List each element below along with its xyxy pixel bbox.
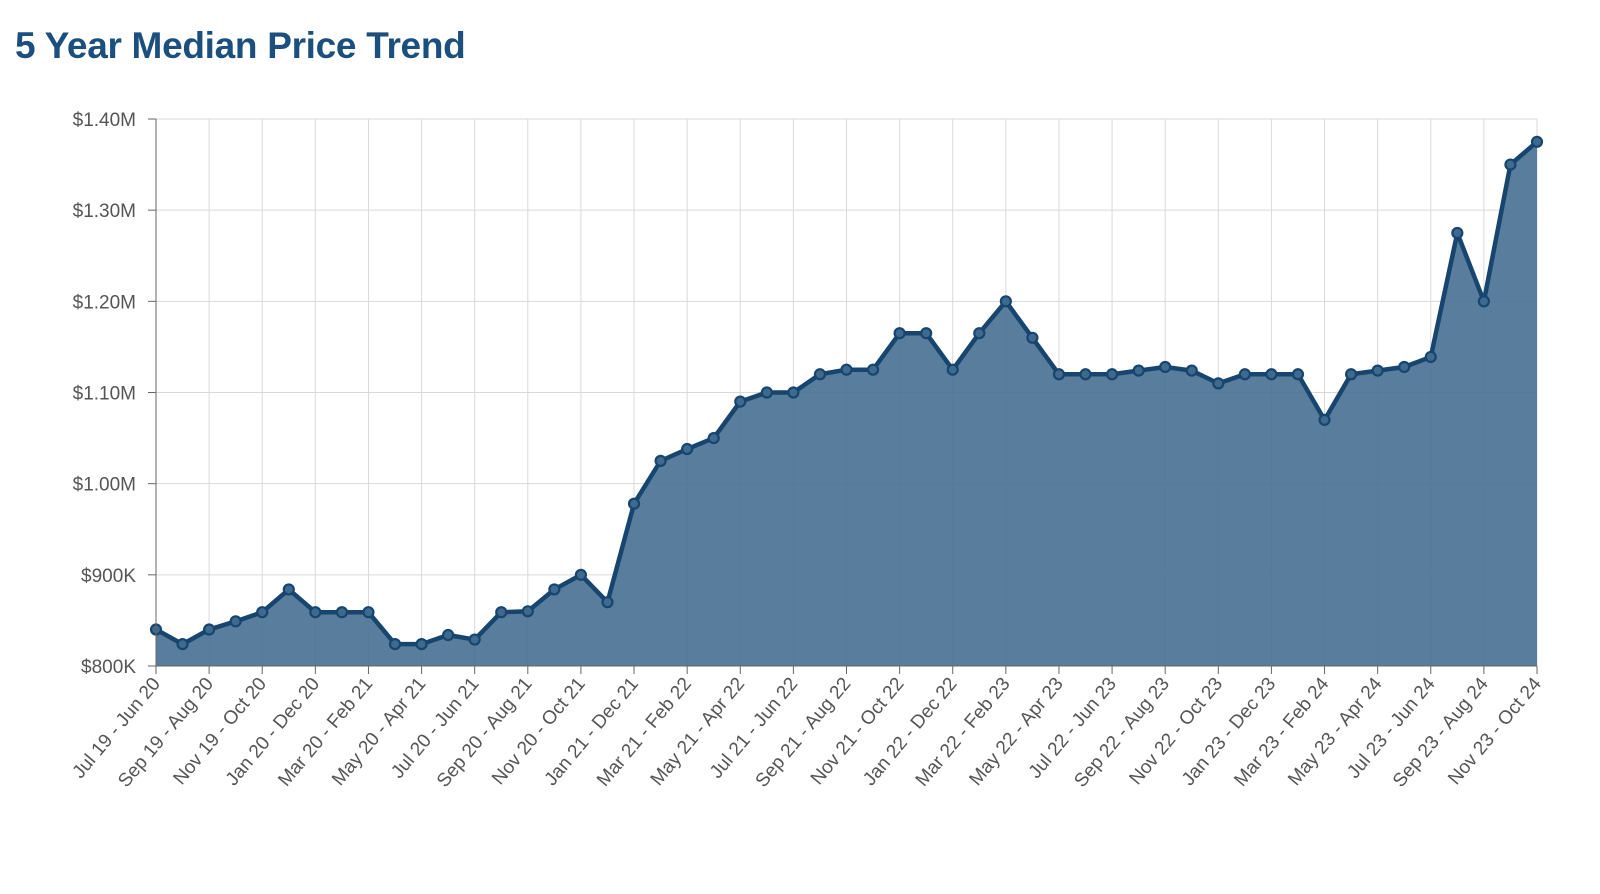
data-point: [1052, 368, 1066, 381]
data-point: [1291, 368, 1305, 381]
y-tick-label: $900K: [81, 566, 136, 587]
data-point: [335, 606, 349, 619]
x-tick-label: Jan 20 - Dec 20: [222, 674, 324, 790]
y-tick-label: $1.40M: [73, 110, 136, 131]
x-tick-label: Nov 21 - Oct 22: [807, 674, 909, 789]
data-point: [1026, 331, 1039, 344]
x-tick-label: Nov 22 - Oct 23: [1126, 674, 1228, 789]
data-point: [282, 583, 295, 596]
data-point: [1265, 368, 1278, 381]
data-point: [548, 583, 561, 596]
data-point: [601, 596, 614, 609]
y-tick-label: $1.10M: [73, 384, 136, 405]
data-point: [521, 605, 534, 618]
data-point: [787, 386, 800, 399]
x-tick-label: Sep 21 - Aug 22: [752, 674, 856, 792]
x-tick-label: Sep 22 - Aug 23: [1070, 674, 1174, 792]
page-title: 5 Year Median Price Trend: [15, 25, 466, 66]
series-area: [156, 141, 1537, 666]
y-tick-label: $800K: [81, 657, 136, 678]
data-point: [681, 442, 694, 456]
data-point: [1079, 368, 1092, 381]
data-point: [1159, 360, 1172, 374]
y-tick-label: $1.20M: [73, 292, 136, 313]
axes: [148, 118, 1538, 674]
data-point: [1318, 413, 1331, 426]
x-tick-label: Sep 20 - Aug 21: [433, 674, 537, 792]
y-tick-label: $1.00M: [73, 475, 136, 496]
x-tick-label: Jan 23 - Dec 23: [1178, 674, 1280, 790]
data-point: [760, 386, 773, 399]
data-point: [1132, 364, 1145, 377]
x-tick-label: Mar 20 - Feb 21: [274, 674, 377, 791]
data-point: [920, 327, 933, 340]
data-point: [946, 363, 959, 376]
data-point: [574, 568, 588, 581]
data-point: [1371, 364, 1384, 377]
x-tick-label: Mar 23 - Feb 24: [1230, 673, 1333, 790]
data-point: [1212, 377, 1225, 390]
x-tick-label: May 21 - Apr 22: [647, 674, 749, 790]
data-point: [707, 431, 720, 445]
data-point: [1398, 360, 1411, 374]
data-point: [176, 638, 189, 651]
data-point: [1530, 135, 1544, 148]
data-point: [734, 395, 747, 408]
x-tick-label: May 20 - Apr 21: [328, 674, 430, 790]
data-point: [840, 363, 853, 376]
data-point: [1238, 368, 1251, 381]
x-tick-label: Mar 21 - Feb 22: [593, 674, 696, 791]
data-point: [415, 638, 428, 651]
x-tick-label: Sep 19 - Aug 20: [114, 674, 218, 792]
data-point: [309, 606, 322, 619]
data-point: [893, 327, 906, 340]
data-point: [256, 606, 269, 619]
data-point: [973, 327, 986, 340]
y-tick-label: $1.30M: [73, 201, 136, 222]
data-point: [999, 295, 1012, 308]
data-point: [468, 633, 481, 646]
data-point: [388, 638, 402, 651]
x-tick-label: Jan 21 - Dec 21: [541, 674, 643, 790]
x-tick-label: May 23 - Apr 24: [1284, 673, 1387, 790]
x-tick-label: Nov 20 - Oct 21: [488, 674, 590, 789]
data-point: [1105, 368, 1119, 381]
data-point: [1477, 295, 1490, 308]
data-point: [1504, 158, 1517, 171]
x-tick-label: May 22 - Apr 23: [965, 674, 1067, 790]
area-fill-layer: [156, 141, 1537, 666]
x-tick-label: Sep 23 - Aug 24: [1389, 673, 1493, 791]
y-axis-tick-labels: $800K $900K $1.00M $1.10M $1.20M $1.30M $1.40M: [73, 110, 137, 678]
data-point: [1424, 350, 1437, 364]
x-tick-label: Nov 19 - Oct 20: [169, 674, 271, 789]
data-point: [229, 615, 242, 628]
data-point: [654, 454, 667, 467]
data-point-markers: [149, 135, 1544, 651]
data-point: [1344, 368, 1358, 381]
data-point: [627, 497, 641, 510]
data-point: [1451, 226, 1464, 240]
data-point: [362, 606, 375, 619]
data-point: [813, 368, 827, 381]
x-tick-label: Jan 22 - Dec 22: [859, 674, 961, 790]
data-point: [203, 623, 216, 636]
data-point: [495, 606, 508, 619]
data-point: [1185, 364, 1198, 377]
x-tick-label: Mar 22 - Feb 23: [912, 674, 1015, 791]
data-point: [442, 628, 455, 642]
data-point: [866, 363, 880, 376]
x-tick-label: Nov 23 - Oct 24: [1444, 673, 1546, 789]
